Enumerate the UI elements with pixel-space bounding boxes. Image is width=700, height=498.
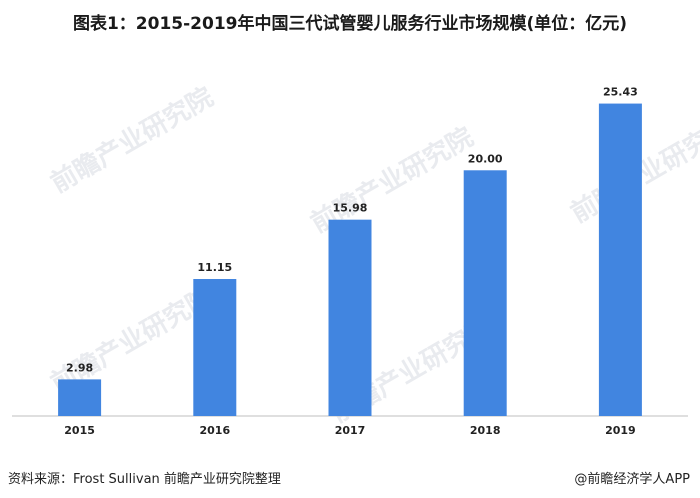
bar-2016 — [193, 279, 237, 416]
data-label-2017: 15.98 — [333, 202, 368, 215]
bar-2018 — [463, 170, 507, 416]
data-label-2018: 20.00 — [468, 152, 503, 165]
x-tick-label-2015: 2015 — [64, 424, 95, 437]
data-label-2015: 2.98 — [66, 361, 93, 374]
data-label-2016: 11.15 — [197, 261, 232, 274]
bar-2019 — [598, 103, 642, 417]
x-tick-label-2017: 2017 — [335, 424, 366, 437]
bar-2017 — [328, 219, 372, 416]
brand-label: @前瞻经济学人APP — [574, 472, 690, 487]
x-tick-label-2019: 2019 — [605, 424, 636, 437]
source-note: 资料来源：Frost Sullivan 前瞻产业研究院整理 — [8, 472, 281, 487]
x-tick-label-2018: 2018 — [470, 424, 501, 437]
chart-title: 图表1：2015-2019年中国三代试管婴儿服务行业市场规模(单位：亿元) — [72, 14, 628, 34]
data-label-2019: 25.43 — [603, 86, 638, 99]
x-tick-label-2016: 2016 — [199, 424, 230, 437]
bar-2015 — [58, 379, 102, 416]
